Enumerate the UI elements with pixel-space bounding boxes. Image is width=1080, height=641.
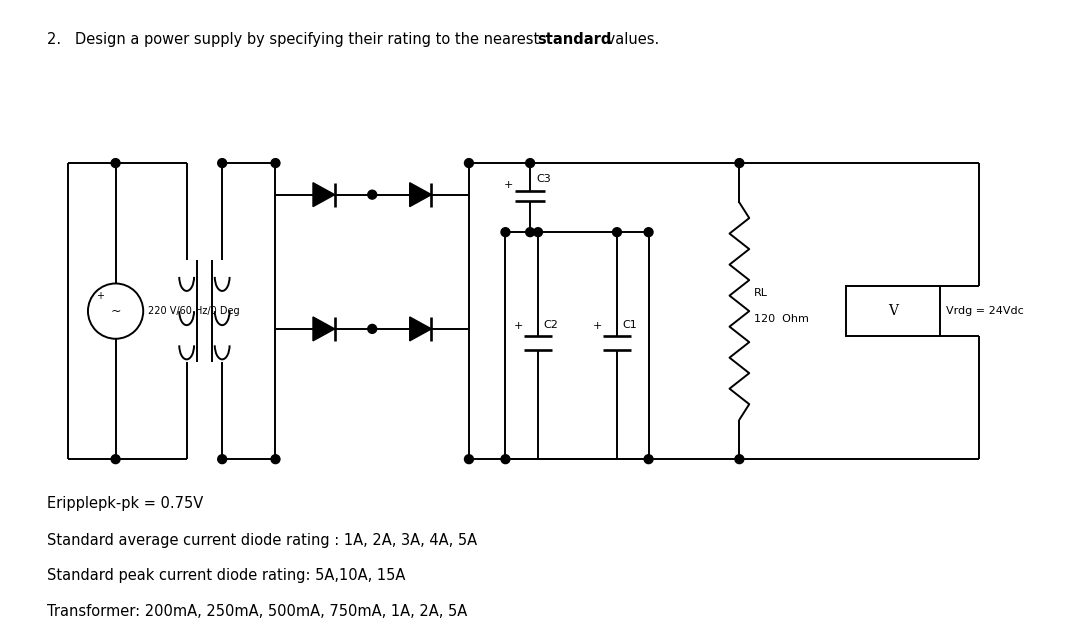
Text: +: + [503,179,513,190]
Circle shape [526,228,535,237]
Circle shape [501,454,510,463]
Text: 2.   Design a power supply by specifying their rating to the nearest: 2. Design a power supply by specifying t… [46,32,543,47]
Text: 120  Ohm: 120 Ohm [754,314,809,324]
Polygon shape [313,317,335,341]
Circle shape [271,454,280,463]
Circle shape [612,228,621,237]
Circle shape [111,158,120,167]
Text: Transformer: 200mA, 250mA, 500mA, 750mA, 1A, 2A, 5A: Transformer: 200mA, 250mA, 500mA, 750mA,… [46,604,467,619]
Text: C1: C1 [622,320,637,330]
Circle shape [464,454,473,463]
Circle shape [501,228,510,237]
Bar [846,287,940,336]
Text: +: + [514,321,523,331]
Circle shape [644,454,653,463]
Text: Eripplepk-pk = 0.75V: Eripplepk-pk = 0.75V [46,496,203,511]
Circle shape [534,228,542,237]
Circle shape [644,228,653,237]
Text: +: + [593,321,602,331]
Polygon shape [409,317,431,341]
Text: RL: RL [754,288,768,298]
Text: 220 V/60 Hz/0 Deg: 220 V/60 Hz/0 Deg [148,306,240,316]
Circle shape [218,454,227,463]
Text: ~: ~ [110,304,121,318]
Text: Vrdg = 24Vdc: Vrdg = 24Vdc [946,306,1024,316]
Text: Standard average current diode rating : 1A, 2A, 3A, 4A, 5A: Standard average current diode rating : … [46,533,476,547]
Text: +: + [96,291,105,301]
Circle shape [526,158,535,167]
Text: values.: values. [602,32,659,47]
Text: C3: C3 [536,174,551,184]
Polygon shape [313,183,335,206]
Circle shape [218,158,227,167]
Circle shape [734,454,744,463]
Circle shape [271,158,280,167]
Circle shape [368,190,377,199]
Text: C2: C2 [543,320,558,330]
Circle shape [368,324,377,333]
Circle shape [734,158,744,167]
Text: Standard peak current diode rating: 5A,10A, 15A: Standard peak current diode rating: 5A,1… [46,568,405,583]
Polygon shape [409,183,431,206]
Circle shape [464,158,473,167]
Text: V: V [888,304,897,318]
Text: standard: standard [537,32,611,47]
Circle shape [111,454,120,463]
